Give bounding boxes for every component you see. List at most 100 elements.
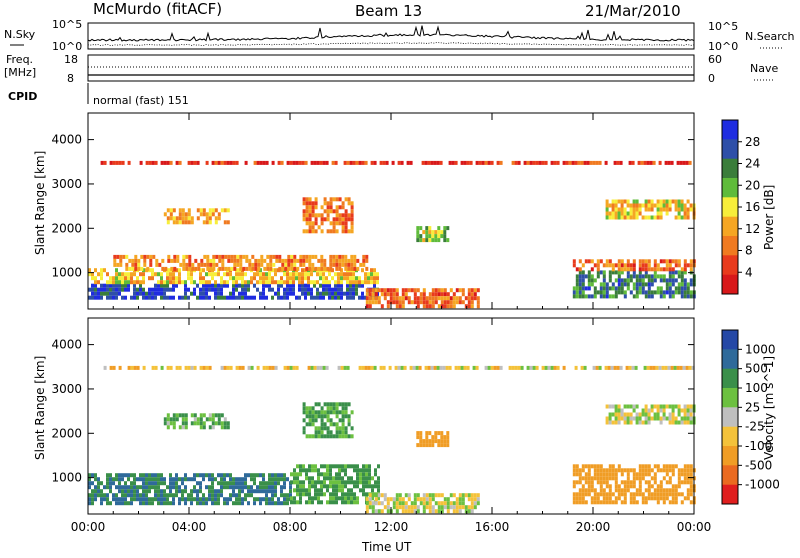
heatmap-cell <box>142 287 145 292</box>
power-colorbar-label: Power [dB] <box>762 185 776 250</box>
heatmap-cell <box>130 493 133 498</box>
heatmap-cell <box>154 481 157 486</box>
heatmap-cell <box>118 497 121 502</box>
heatmap-cell <box>683 263 687 268</box>
heatmap-cell <box>202 497 205 502</box>
heatmap-cell <box>202 268 205 273</box>
heatmap-cell <box>374 493 378 498</box>
heatmap-cell <box>193 421 197 426</box>
heatmap-cell <box>365 288 369 293</box>
heatmap-cell <box>100 287 103 292</box>
heatmap-cell <box>278 254 282 259</box>
heatmap-cell <box>446 304 450 309</box>
heatmap-cell <box>590 496 594 501</box>
heatmap-cell <box>211 272 214 277</box>
heatmap-cell <box>241 287 244 292</box>
heatmap-cell <box>149 262 153 267</box>
heatmap-cell <box>307 283 310 288</box>
heatmap-cell <box>359 480 362 485</box>
heatmap-cell <box>317 402 321 407</box>
heatmap-cell <box>617 408 621 413</box>
heatmap-cell <box>286 280 289 285</box>
heatmap-cell <box>163 481 166 486</box>
heatmap-cell <box>680 286 684 291</box>
heatmap-cell <box>668 420 672 425</box>
heatmap-cell <box>611 464 615 469</box>
heatmap-cell <box>199 413 203 418</box>
heatmap-cell <box>659 278 663 283</box>
heatmap-cell <box>331 276 334 281</box>
colorbar-swatch <box>722 274 738 295</box>
heatmap-cell <box>280 477 283 482</box>
heatmap-cell <box>235 485 238 490</box>
heatmap-cell <box>343 365 347 370</box>
heatmap-cell <box>608 203 612 208</box>
heatmap-cell <box>166 276 169 281</box>
heatmap-cell <box>373 272 376 277</box>
heatmap-cell <box>226 220 230 225</box>
heatmap-cell <box>440 292 444 297</box>
heatmap-cell <box>443 288 447 293</box>
heatmap-cell <box>146 254 150 259</box>
heatmap-cell <box>608 263 612 268</box>
heatmap-cell <box>238 283 241 288</box>
heatmap-cell <box>529 365 533 370</box>
heatmap-cell <box>118 489 121 494</box>
heatmap-cell <box>644 496 648 501</box>
heatmap-cell <box>319 291 322 296</box>
heatmap-cell <box>325 291 328 296</box>
heatmap-cell <box>514 160 518 165</box>
heatmap-cell <box>311 480 314 485</box>
station-title: McMurdo (fitACF) <box>93 0 222 18</box>
heatmap-cell <box>214 493 217 498</box>
heatmap-cell <box>668 282 672 287</box>
heatmap-cell <box>319 295 322 300</box>
heatmap-cell <box>656 408 660 413</box>
heatmap-cell <box>578 492 582 497</box>
heatmap-cell <box>653 267 657 272</box>
heatmap-cell <box>268 283 271 288</box>
heatmap-cell <box>196 501 199 506</box>
heatmap-cell <box>458 300 462 305</box>
heatmap-cell <box>532 365 536 370</box>
heatmap-cell <box>218 258 222 263</box>
heatmap-cell <box>656 500 660 505</box>
heatmap-cell <box>644 472 648 477</box>
heatmap-cell <box>668 492 672 497</box>
heatmap-cell <box>175 283 178 288</box>
heatmap-cell <box>647 290 651 295</box>
heatmap-cell <box>364 272 367 277</box>
heatmap-cell <box>142 268 145 273</box>
heatmap-cell <box>629 404 633 409</box>
heatmap-cell <box>145 485 148 490</box>
heatmap-cell <box>428 505 432 510</box>
heatmap-cell <box>434 431 438 436</box>
heatmap-cell <box>620 500 624 505</box>
heatmap-cell <box>353 258 357 263</box>
heatmap-cell <box>289 280 292 285</box>
heatmap-cell <box>133 473 136 478</box>
heatmap-cell <box>169 295 172 300</box>
heatmap-cell <box>641 290 645 295</box>
heatmap-cell <box>365 484 368 489</box>
heatmap-cell <box>166 268 169 273</box>
heatmap-cell <box>115 276 118 281</box>
heatmap-cell <box>383 288 387 293</box>
heatmap-cell <box>118 280 121 285</box>
heatmap-cell <box>614 472 618 477</box>
colorbar-tick-label: 1000 <box>745 342 776 356</box>
heatmap-cell <box>316 291 319 296</box>
heatmap-cell <box>407 505 411 510</box>
heatmap-cell <box>674 199 678 204</box>
heatmap-cell <box>608 278 612 283</box>
heatmap-cell <box>290 262 294 267</box>
heatmap-cell <box>611 199 615 204</box>
heatmap-cell <box>301 268 304 273</box>
heatmap-cell <box>341 430 345 435</box>
x-tick-label: 00:00 <box>677 520 712 534</box>
heatmap-cell <box>118 283 121 288</box>
heatmap-cell <box>305 205 309 210</box>
heatmap-cell <box>148 489 151 494</box>
heatmap-cell <box>205 365 209 370</box>
